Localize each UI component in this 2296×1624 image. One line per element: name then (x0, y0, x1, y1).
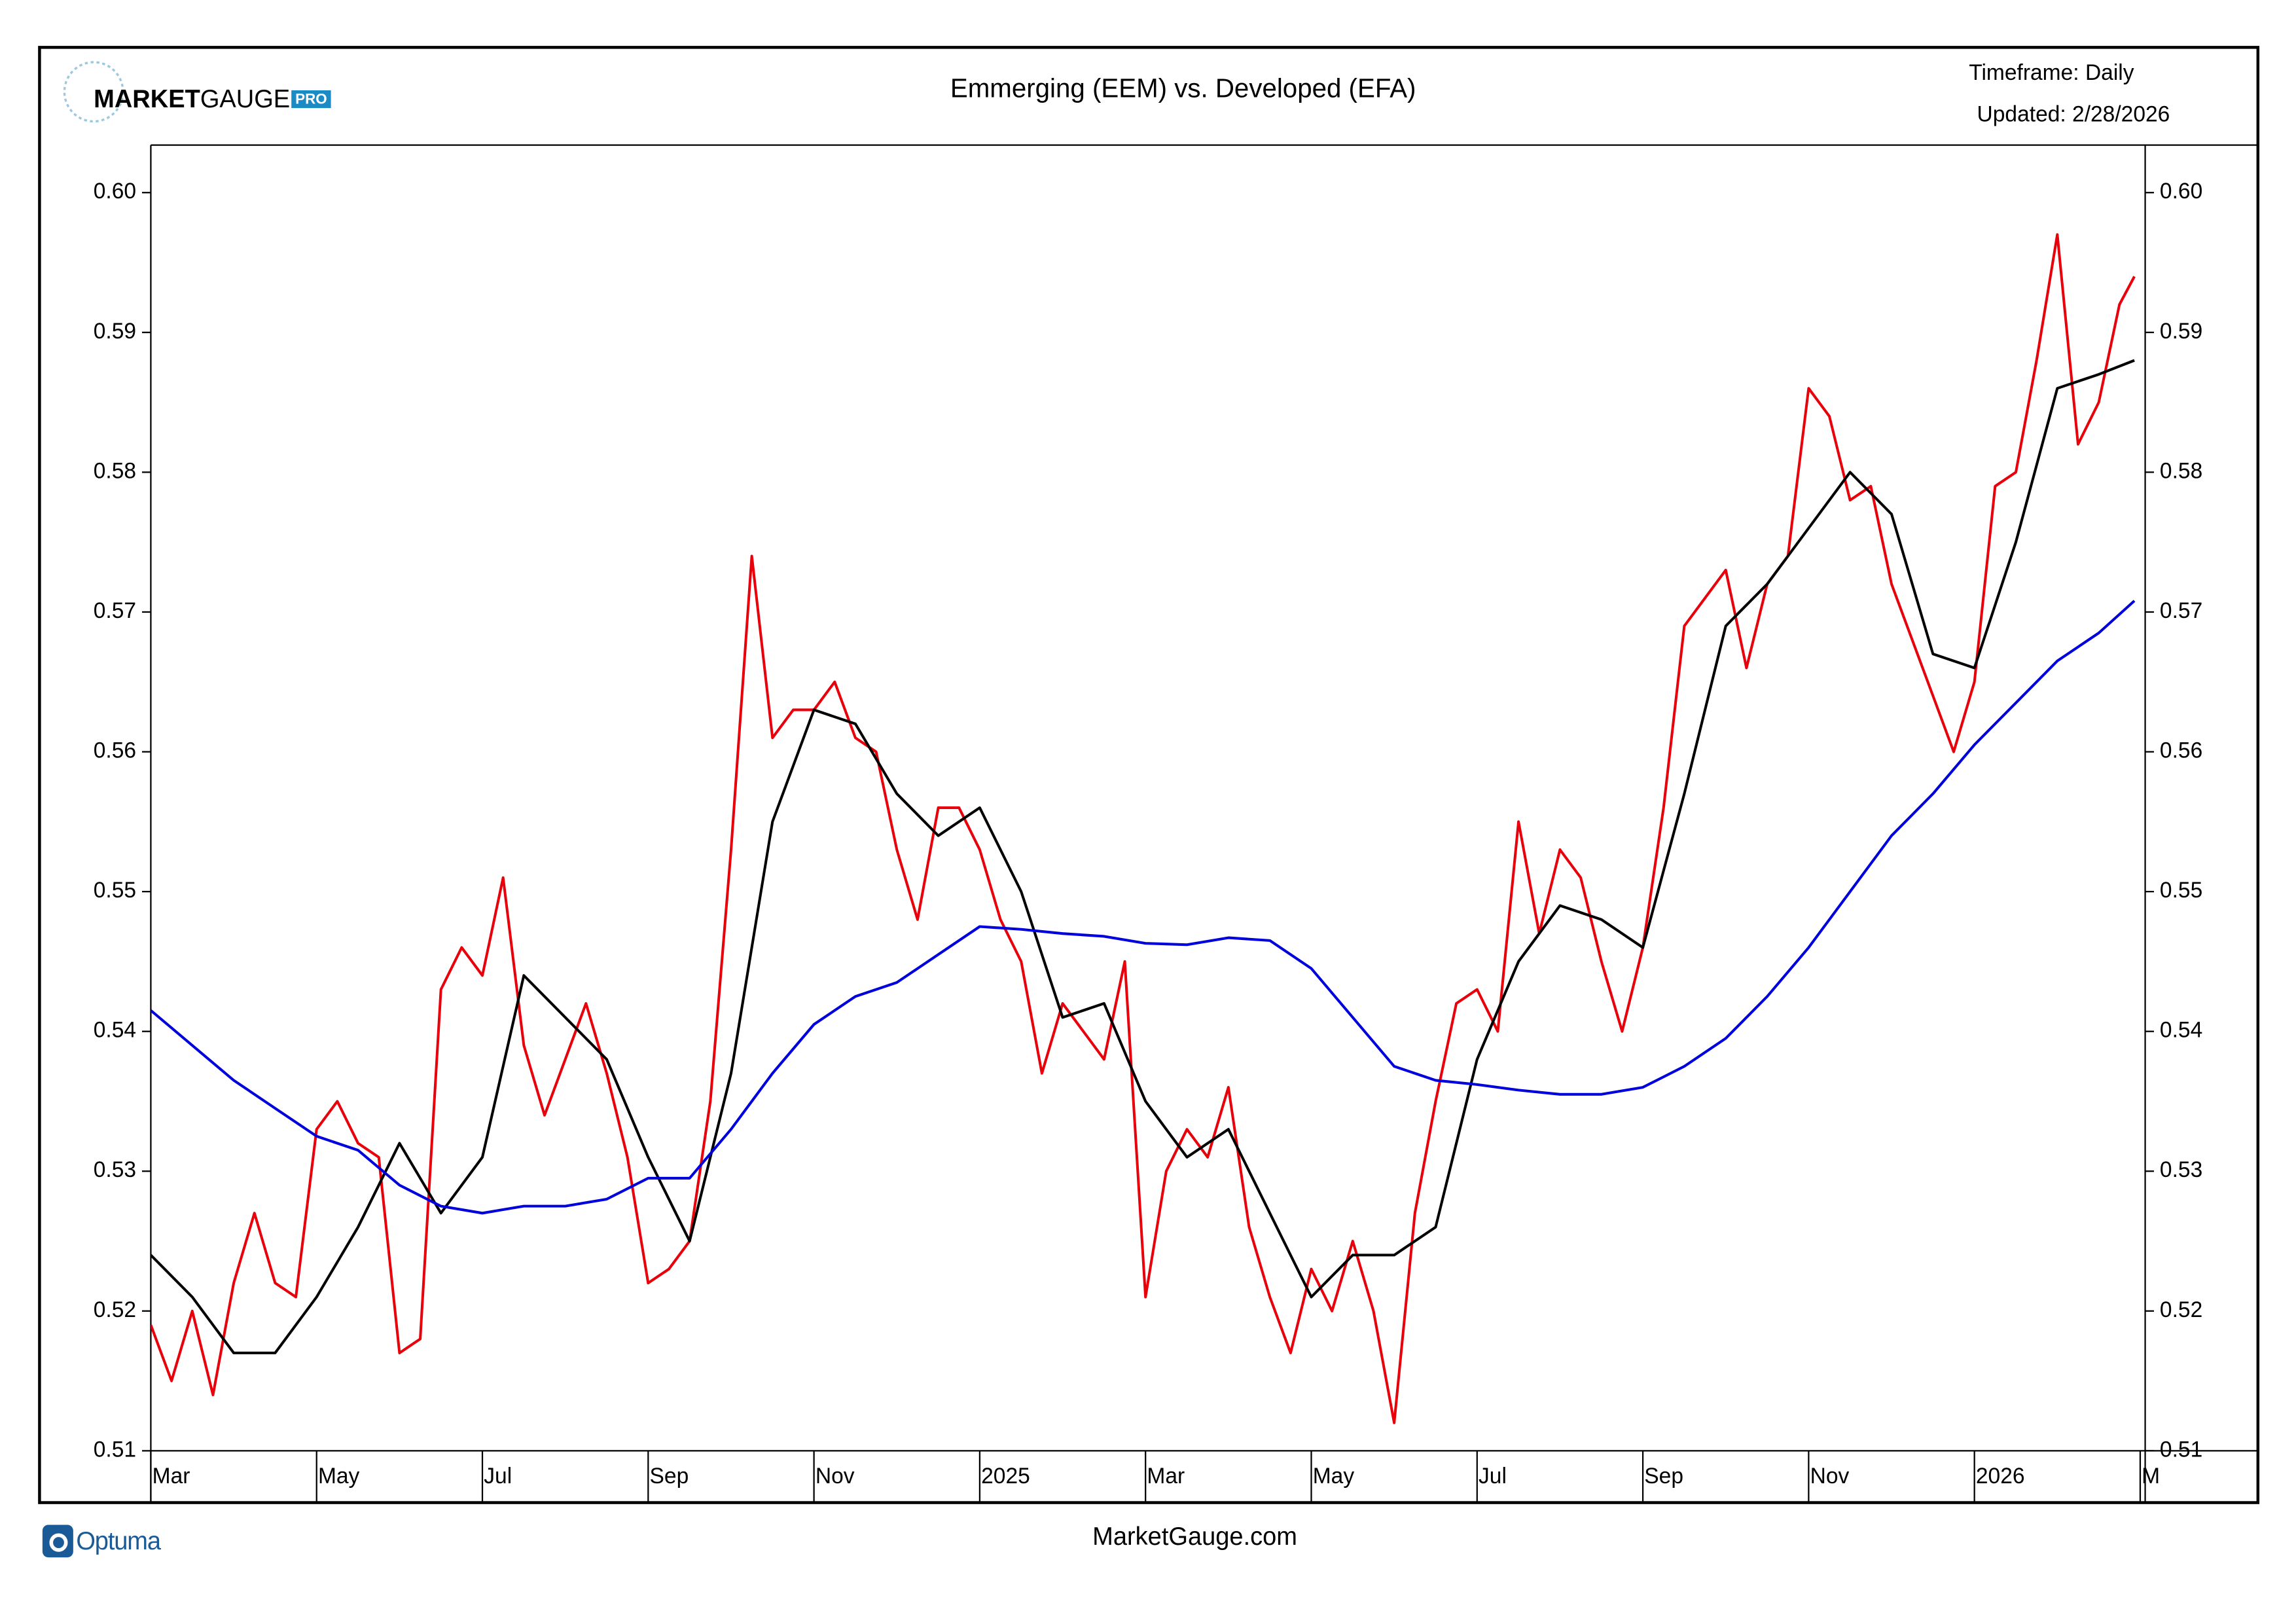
y2-tick-label: 0.59 (2160, 319, 2202, 344)
x-tick-label: May (1313, 1464, 1355, 1489)
series-line (151, 359, 2135, 1354)
outer-frame (38, 46, 2260, 1504)
y2-tick-label: 0.51 (2160, 1437, 2202, 1462)
optuma-text: Optuma (76, 1527, 161, 1555)
optuma-icon-ring (49, 1533, 68, 1552)
y2-tick-label: 0.60 (2160, 179, 2202, 204)
chart-title: Emmerging (EEM) vs. Developed (EFA) (950, 73, 1416, 103)
y2-tick-label: 0.57 (2160, 598, 2202, 623)
y-tick-label: 0.57 (94, 598, 136, 623)
logo-globe (63, 61, 124, 123)
x-tick-label: Mar (1147, 1464, 1185, 1489)
logo-text: MARKETGAUGE (94, 85, 290, 113)
logo-pro: PRO (295, 91, 327, 107)
y2-tick-label: 0.55 (2160, 878, 2202, 903)
logo-gauge: GAUGE (200, 85, 290, 113)
y-tick-label: 0.59 (94, 319, 136, 344)
logo: MARKETGAUGE PRO (63, 61, 331, 123)
x-tick-label: M (2142, 1464, 2160, 1489)
x-tick-label: May (318, 1464, 360, 1489)
optuma-logo: Optuma (42, 1525, 162, 1558)
y-tick-label: 0.51 (94, 1437, 136, 1462)
x-tick-label: Sep (650, 1464, 689, 1489)
y-tick-label: 0.60 (94, 179, 136, 204)
x-tick-label: 2025 (981, 1464, 1030, 1489)
series-line (151, 233, 2136, 1424)
x-tick-label: Sep (1644, 1464, 1683, 1489)
y-tick-label: 0.54 (94, 1017, 136, 1042)
y2-tick-label: 0.58 (2160, 458, 2202, 483)
y-tick-label: 0.58 (94, 458, 136, 483)
footer: MarketGauge.com (1092, 1523, 1297, 1551)
y-tick-label: 0.56 (94, 738, 136, 763)
x-tick-label: Mar (152, 1464, 190, 1489)
x-axis: Mar May Jul Sep Nov 2025 Mar May Jul Sep Nov 2026 M (150, 1451, 2160, 1503)
logo-pro-badge (291, 90, 331, 109)
y-tick-label: 0.53 (94, 1157, 136, 1182)
x-tick-label: Nov (816, 1464, 855, 1489)
optuma-icon (42, 1525, 73, 1558)
y2-tick-label: 0.52 (2160, 1297, 2202, 1322)
x-tick-label: Jul (1479, 1464, 1507, 1489)
plot-area (151, 233, 2136, 1424)
x-tick-label: 2026 (1976, 1464, 2025, 1489)
y-tick-label: 0.55 (94, 878, 136, 903)
y2-tick-label: 0.56 (2160, 738, 2202, 763)
series-line (151, 600, 2136, 1215)
x-tick-label: Jul (484, 1464, 512, 1489)
x-tick-label: Nov (1810, 1464, 1850, 1489)
y2-tick-label: 0.54 (2160, 1017, 2202, 1042)
timeframe: Timeframe: Daily (1969, 60, 2134, 85)
y2-tick-label: 0.53 (2160, 1157, 2202, 1182)
updated: Updated: 2/28/2026 (1977, 101, 2170, 126)
y-tick-label: 0.52 (94, 1297, 136, 1322)
logo-market: MARKET (94, 85, 200, 113)
